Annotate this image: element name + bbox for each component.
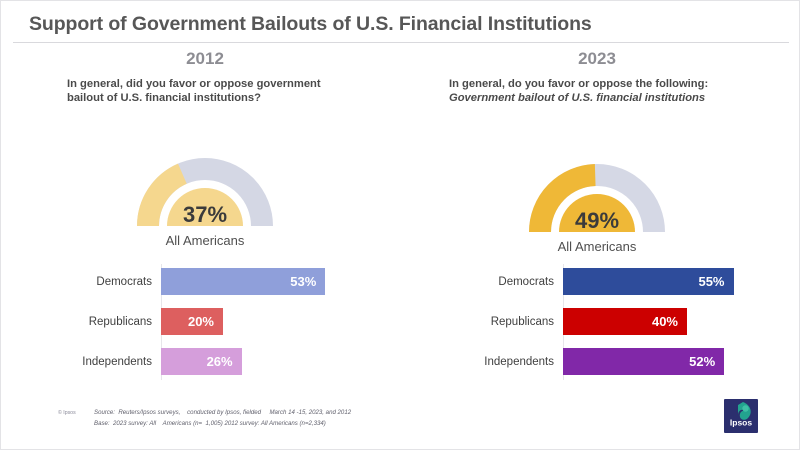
bar-democrats-2023: 55%	[563, 268, 734, 295]
table-row: Democrats 53%	[9, 268, 326, 295]
bar-label-independents-2012: Independents	[82, 355, 152, 368]
gauge-svg-2012	[137, 158, 273, 227]
panel-2023: 2023 In general, do you favor or oppose …	[401, 46, 793, 401]
bar-value-democrats-2012: 53%	[290, 274, 317, 289]
table-row: Independents 52%	[411, 348, 725, 375]
bar-label-democrats-2012: Democrats	[96, 275, 152, 288]
ipsos-logo: Ipsos	[724, 399, 758, 433]
gauge-value-2023: 49%	[574, 208, 620, 233]
ipsos-logo-svg: Ipsos	[724, 399, 758, 433]
bar-value-independents-2023: 52%	[689, 354, 716, 369]
bar-independents-2023: 52%	[563, 348, 725, 375]
source-line-1: Source: Reuters/Ipsos surveys, conducted…	[94, 409, 352, 416]
source-footnote: Source: Reuters/Ipsos surveys, conducted…	[94, 407, 351, 430]
source-line-2: Base: 2023 survey: All Americans (n= 1,0…	[94, 420, 326, 428]
table-row: Independents 26%	[9, 348, 242, 375]
bar-democrats-2012: 53%	[161, 268, 326, 295]
page-title: Support of Government Bailouts of U.S. F…	[29, 13, 592, 35]
bar-independents-2012: 26%	[161, 348, 242, 375]
year-heading-2012: 2012	[186, 49, 224, 68]
gauge-dial-2023: 49%	[509, 144, 685, 236]
bar-value-republicans-2012: 20%	[187, 314, 214, 329]
gauge-caption-2023: All Americans	[557, 239, 637, 254]
bar-label-independents-2023: Independents	[484, 355, 554, 368]
gauge-value-2012: 37%	[182, 202, 228, 227]
table-row: Democrats 55%	[411, 268, 734, 295]
bar-republicans-2023: 40%	[563, 308, 687, 335]
question-text-2023: In general, do you favor or oppose the f…	[449, 77, 745, 106]
bar-chart-2023: Democrats 55% Republicans 40% Independen…	[401, 264, 793, 380]
gauge-caption-2012: All Americans	[165, 233, 245, 248]
question-line1-2023: In general, do you favor or oppose the f…	[449, 78, 709, 90]
bar-chart-2012: Democrats 53% Republicans 20% Independen…	[9, 264, 401, 380]
bar-value-democrats-2023: 55%	[698, 274, 725, 289]
gauge-2023: 49% All Americans	[401, 144, 793, 254]
bar-value-independents-2012: 26%	[206, 354, 233, 369]
question-text-2012: In general, did you favor or oppose gove…	[67, 78, 321, 105]
question-line2-2023: Government bailout of U.S. financial ins…	[449, 92, 706, 105]
title-divider	[13, 42, 789, 43]
ipsos-logo-text: Ipsos	[730, 418, 752, 428]
table-row: Republicans 20%	[9, 308, 223, 335]
table-row: Republicans 40%	[411, 308, 687, 335]
gauge-svg-2023	[529, 164, 665, 233]
bar-label-republicans-2012: Republicans	[88, 315, 152, 328]
gauge-2012: 37% All Americans	[9, 138, 401, 248]
bar-label-republicans-2023: Republicans	[490, 315, 554, 328]
gauge-dial-2012: 37%	[117, 138, 293, 230]
bar-value-republicans-2023: 40%	[651, 314, 678, 329]
year-heading-2023: 2023	[578, 49, 616, 68]
bar-republicans-2012: 20%	[161, 308, 223, 335]
copyright-mark: © Ipsos	[58, 410, 76, 416]
bar-label-democrats-2023: Democrats	[498, 275, 554, 288]
panel-2012: 2012 In general, did you favor or oppose…	[9, 46, 401, 401]
